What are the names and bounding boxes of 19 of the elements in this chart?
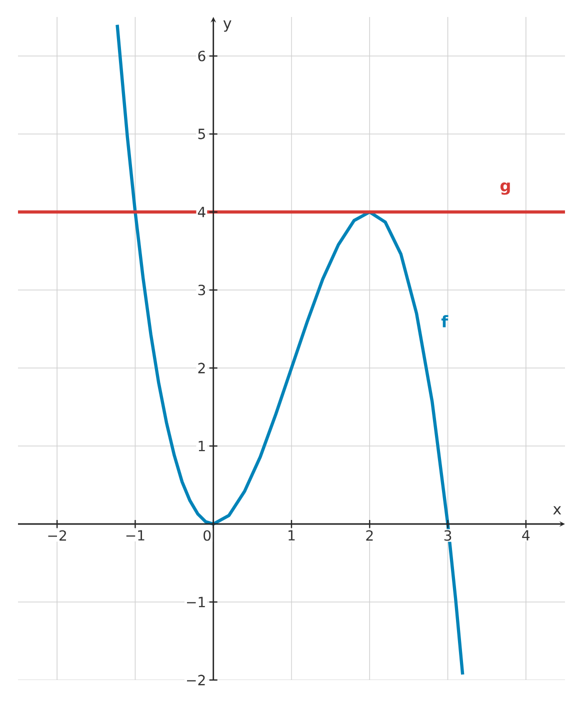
y-tick-label: 1 — [198, 440, 205, 452]
x-tick-label: −2 — [48, 530, 66, 541]
y-tick-label: 6 — [198, 50, 206, 62]
x-tick-label: 1 — [288, 530, 295, 540]
x-tick-label: 0 — [204, 530, 211, 541]
y-tick-label: −1 — [187, 596, 205, 608]
y-tick-label: 5 — [198, 128, 205, 140]
x-tick-label: −1 — [126, 530, 144, 540]
y-tick-label: 2 — [198, 362, 205, 374]
y-axis-title: y — [223, 20, 232, 32]
x-tick-label: 3 — [444, 530, 452, 541]
x-tick-label: 4 — [522, 530, 530, 540]
y-tick-label: 4 — [198, 206, 206, 218]
y-tick-label: 3 — [198, 284, 206, 296]
x-axis-title: x — [553, 506, 562, 514]
series-label: g — [500, 182, 510, 195]
y-tick-label: −2 — [187, 674, 205, 686]
x-tick-label: 2 — [366, 530, 373, 541]
series-label: f — [441, 315, 448, 328]
